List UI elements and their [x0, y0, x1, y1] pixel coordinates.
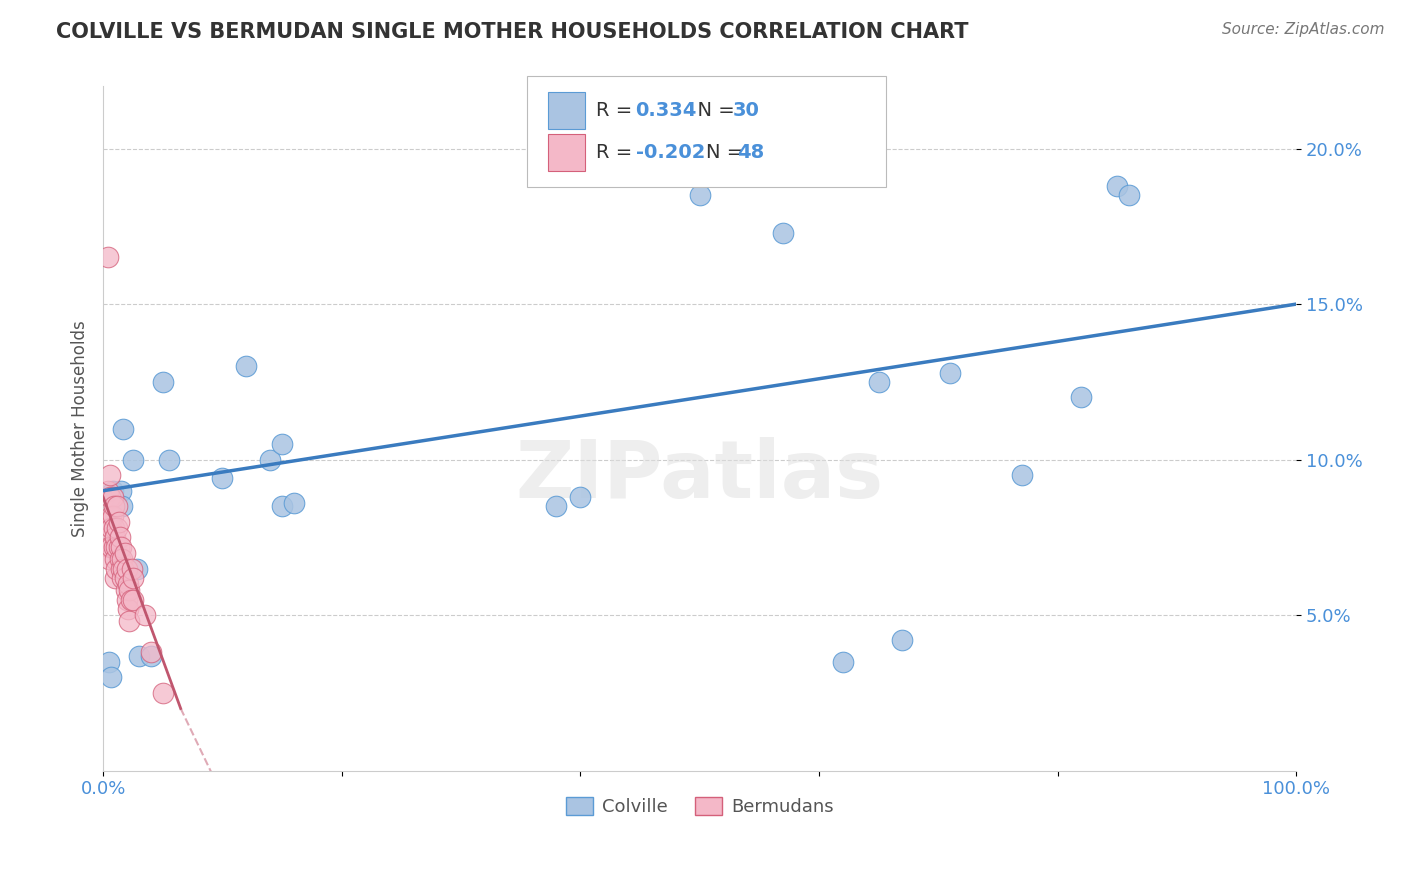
Point — [101, 490, 124, 504]
Text: N =: N = — [706, 143, 749, 162]
Point — [110, 483, 132, 498]
Point — [117, 577, 139, 591]
Point — [98, 468, 121, 483]
Point — [868, 375, 890, 389]
Point — [211, 471, 233, 485]
Point — [939, 366, 962, 380]
Point — [128, 648, 150, 663]
Point — [1011, 468, 1033, 483]
Point — [103, 500, 125, 514]
Point — [122, 571, 145, 585]
Text: R =: R = — [596, 101, 638, 120]
Point — [111, 571, 134, 585]
Point — [108, 552, 131, 566]
Point — [111, 552, 134, 566]
Point — [122, 452, 145, 467]
Point — [98, 655, 121, 669]
Text: 48: 48 — [737, 143, 763, 162]
Point — [98, 530, 121, 544]
Point — [122, 592, 145, 607]
Point — [569, 490, 592, 504]
Point — [104, 571, 127, 585]
Point — [97, 483, 120, 498]
Point — [115, 561, 138, 575]
Point — [118, 615, 141, 629]
Text: ZIPatlas: ZIPatlas — [516, 437, 884, 516]
Point — [891, 633, 914, 648]
Point — [125, 561, 148, 575]
Point — [271, 437, 294, 451]
Y-axis label: Single Mother Households: Single Mother Households — [72, 320, 89, 537]
Point — [107, 540, 129, 554]
Point — [152, 686, 174, 700]
Point — [103, 521, 125, 535]
Point — [114, 546, 136, 560]
Point — [139, 648, 162, 663]
Point — [107, 500, 129, 514]
Text: -0.202: -0.202 — [636, 143, 704, 162]
Point — [152, 375, 174, 389]
Point — [1118, 188, 1140, 202]
Point — [772, 226, 794, 240]
Point — [1070, 391, 1092, 405]
Point — [100, 670, 122, 684]
Point — [115, 592, 138, 607]
Point — [117, 602, 139, 616]
Point — [114, 571, 136, 585]
Point — [121, 561, 143, 575]
Point — [101, 483, 124, 498]
Point — [110, 540, 132, 554]
Point — [112, 421, 135, 435]
Point — [107, 521, 129, 535]
Point — [105, 540, 128, 554]
Text: N =: N = — [685, 101, 741, 120]
Point — [100, 540, 122, 554]
Point — [271, 500, 294, 514]
Point — [283, 496, 305, 510]
Point — [134, 608, 156, 623]
Text: 0.334: 0.334 — [636, 101, 697, 120]
Point — [98, 540, 121, 554]
Point — [104, 552, 127, 566]
Point — [546, 500, 568, 514]
Point — [235, 359, 257, 374]
Point — [101, 508, 124, 523]
Point — [157, 452, 180, 467]
Point — [97, 515, 120, 529]
Point — [98, 552, 121, 566]
Point — [114, 583, 136, 598]
Point — [259, 452, 281, 467]
Text: COLVILLE VS BERMUDAN SINGLE MOTHER HOUSEHOLDS CORRELATION CHART: COLVILLE VS BERMUDAN SINGLE MOTHER HOUSE… — [56, 22, 969, 42]
Point — [139, 645, 162, 659]
Point — [100, 521, 122, 535]
Point — [111, 500, 134, 514]
Point — [97, 251, 120, 265]
Point — [110, 561, 132, 575]
Text: 30: 30 — [733, 101, 759, 120]
Point — [1107, 178, 1129, 193]
Text: Source: ZipAtlas.com: Source: ZipAtlas.com — [1222, 22, 1385, 37]
Point — [107, 515, 129, 529]
Point — [831, 655, 853, 669]
Point — [98, 490, 121, 504]
Text: R =: R = — [596, 143, 638, 162]
Point — [108, 530, 131, 544]
Point — [112, 561, 135, 575]
Point — [118, 583, 141, 598]
Point — [689, 188, 711, 202]
Point — [103, 540, 125, 554]
Legend: Colville, Bermudans: Colville, Bermudans — [558, 789, 841, 823]
Point — [105, 561, 128, 575]
Point — [104, 530, 127, 544]
Point — [100, 508, 122, 523]
Point — [120, 592, 142, 607]
